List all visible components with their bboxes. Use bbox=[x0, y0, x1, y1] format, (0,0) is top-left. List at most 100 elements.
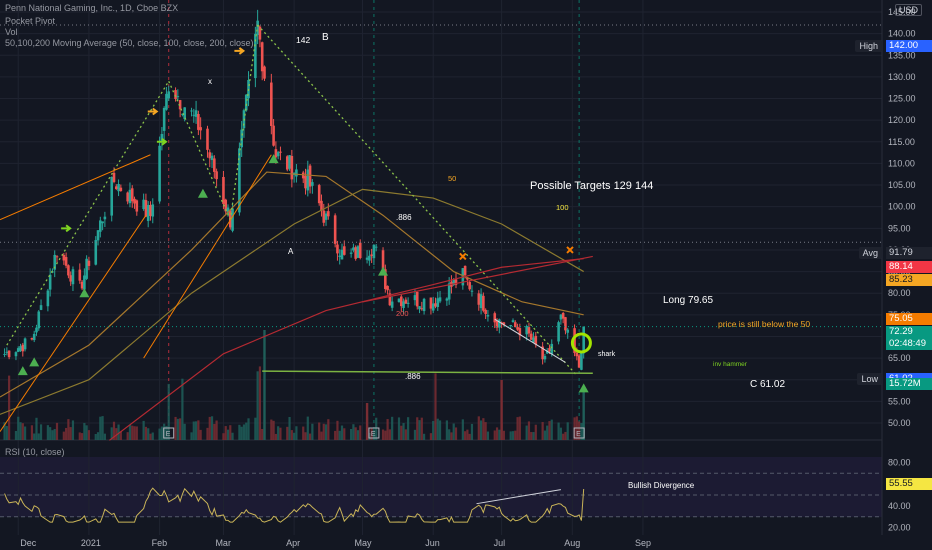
ma100-line bbox=[0, 188, 584, 415]
ma200-label: 200 bbox=[396, 309, 409, 318]
candle-body bbox=[468, 282, 471, 290]
candle-body bbox=[112, 172, 116, 182]
candle-body bbox=[452, 279, 456, 286]
candle-body bbox=[181, 113, 184, 115]
signal-arrow bbox=[234, 47, 246, 55]
earnings-marker: E bbox=[166, 431, 171, 438]
fib-886-upper: .886 bbox=[396, 213, 412, 222]
candle-body bbox=[194, 110, 198, 117]
candle-body bbox=[146, 204, 150, 221]
volume-bar bbox=[254, 417, 257, 440]
time-tick-label: Feb bbox=[152, 538, 168, 548]
candle-body bbox=[96, 230, 100, 241]
candle-body bbox=[397, 298, 401, 303]
volume-bar bbox=[210, 416, 214, 440]
ma200-line bbox=[109, 258, 584, 441]
volume-bar bbox=[464, 431, 467, 440]
ma50-line bbox=[0, 171, 584, 398]
ma100-badge: 85.23 bbox=[886, 274, 932, 286]
volume-bar bbox=[541, 422, 544, 440]
currency-label[interactable]: USD bbox=[894, 4, 922, 16]
indicator-moving-average[interactable]: 50,100,200 Moving Average (50, close, 10… bbox=[5, 38, 254, 48]
high-badge: 142.00 bbox=[886, 40, 932, 52]
candle-body bbox=[231, 208, 234, 231]
volume-bar bbox=[80, 433, 84, 440]
candle-body bbox=[21, 344, 25, 352]
rsi-value-badge: 55.55 bbox=[886, 478, 932, 490]
candle-body bbox=[272, 125, 275, 146]
volume-bar bbox=[400, 425, 403, 440]
candle-body bbox=[566, 329, 570, 333]
candle-body bbox=[386, 285, 389, 291]
avg-label: Avg bbox=[858, 247, 882, 259]
candle-body bbox=[406, 302, 410, 304]
volume-bar bbox=[258, 366, 262, 440]
earnings-marker: E bbox=[371, 431, 376, 438]
volume-bar bbox=[62, 431, 65, 440]
candle-body bbox=[30, 338, 34, 340]
volume-bar bbox=[274, 433, 277, 440]
volume-bar bbox=[470, 423, 474, 440]
rsi-line bbox=[4, 487, 585, 523]
candle-body bbox=[548, 348, 551, 352]
candle-body bbox=[62, 255, 66, 261]
pattern-point-a: A bbox=[288, 247, 294, 256]
annotation-bullish-divergence: Bullish Divergence bbox=[628, 481, 695, 490]
volume-bar bbox=[176, 418, 179, 440]
candle-body bbox=[384, 269, 387, 290]
pattern-leg-a bbox=[168, 80, 231, 220]
candle-body bbox=[46, 290, 50, 307]
pattern-leg-bc bbox=[257, 24, 578, 376]
candle-body bbox=[543, 355, 547, 360]
volume-bar bbox=[450, 432, 453, 440]
annotation-below-50: price is still below the 50 bbox=[718, 319, 810, 329]
volume-bar bbox=[527, 421, 531, 440]
candle-body bbox=[135, 200, 139, 212]
signal-arrow bbox=[147, 107, 159, 116]
volume-bar bbox=[322, 423, 325, 440]
candle-body bbox=[197, 114, 200, 130]
signal-arrow bbox=[156, 137, 168, 146]
volume-bar bbox=[224, 426, 227, 440]
volume-bar bbox=[548, 421, 551, 440]
candle-body bbox=[479, 294, 483, 309]
candle-body bbox=[527, 327, 531, 334]
earnings-marker-box bbox=[163, 427, 175, 439]
volume-bar bbox=[226, 429, 230, 440]
volume-bar bbox=[543, 430, 547, 440]
candle-body bbox=[402, 301, 405, 308]
indicator-volume[interactable]: Vol bbox=[5, 27, 18, 37]
countdown-badge: 02:48:49 bbox=[886, 338, 932, 350]
candle-body bbox=[493, 313, 497, 323]
target-x-mark bbox=[459, 252, 467, 261]
volume-bar bbox=[33, 433, 36, 440]
volume-bar bbox=[167, 383, 170, 440]
candle-body bbox=[53, 254, 57, 270]
indicator-pocket-pivot[interactable]: Pocket Pivot bbox=[5, 16, 56, 26]
price-tick-label: 95.00 bbox=[888, 223, 911, 233]
candle-body bbox=[324, 213, 328, 220]
volume-bar bbox=[532, 432, 535, 440]
candle-body bbox=[454, 279, 458, 285]
candle-body bbox=[311, 182, 314, 186]
rsi-title[interactable]: RSI (10, close) bbox=[5, 447, 65, 457]
volume-bar bbox=[110, 427, 113, 440]
volume-bar bbox=[126, 432, 129, 440]
time-tick-label: Mar bbox=[215, 538, 231, 548]
volume-bar bbox=[3, 422, 6, 440]
candle-body bbox=[244, 94, 248, 111]
price-tick-label: 80.00 bbox=[888, 288, 911, 298]
signal-arrow bbox=[61, 224, 72, 233]
candle-body bbox=[23, 338, 27, 350]
ma200-badge: 88.14 bbox=[886, 261, 932, 273]
candle-body bbox=[327, 211, 330, 217]
candle-body bbox=[550, 343, 554, 355]
pattern-point-x: x bbox=[208, 77, 212, 86]
price-tick-label: 125.00 bbox=[888, 94, 916, 104]
candle-body bbox=[238, 148, 241, 213]
candle-body bbox=[577, 355, 581, 368]
volume-bar bbox=[149, 433, 152, 440]
candle-body bbox=[317, 185, 321, 204]
rsi-band bbox=[0, 457, 882, 517]
